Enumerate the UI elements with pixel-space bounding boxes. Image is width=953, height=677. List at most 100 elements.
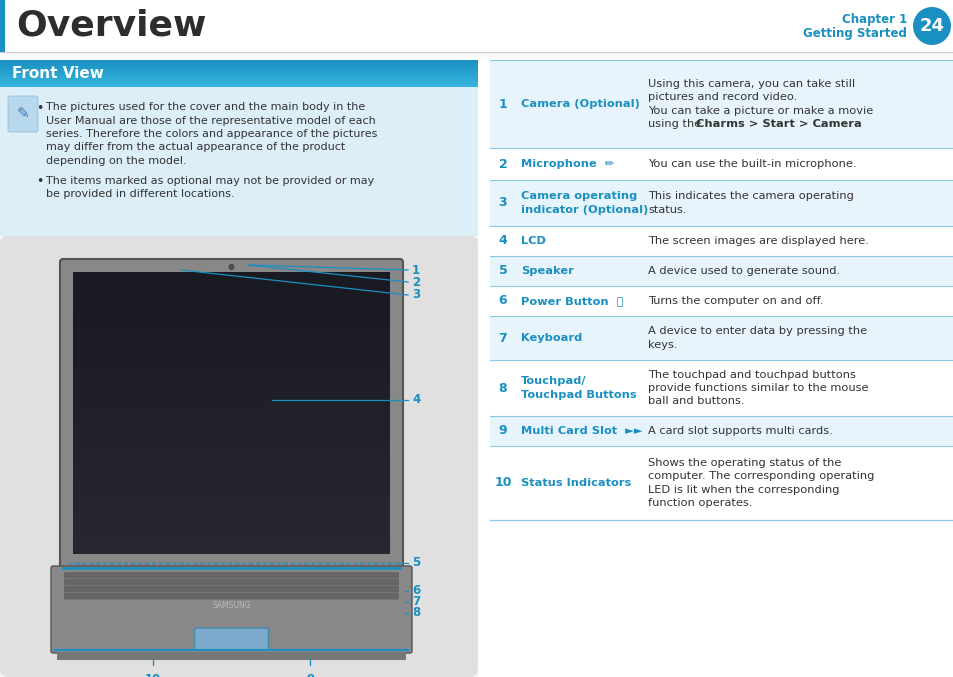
Bar (0, 58, 953, 59)
Text: function operates.: function operates. (647, 498, 752, 508)
Bar (73, 286, 390, 287)
Bar (73, 535, 390, 536)
Bar (73, 393, 390, 394)
Bar (73, 324, 390, 325)
Bar (73, 408, 390, 409)
Bar (73, 336, 390, 337)
Bar (73, 308, 390, 309)
Bar (73, 383, 390, 385)
Bar (73, 469, 390, 471)
Bar (73, 500, 390, 501)
Bar (73, 430, 390, 431)
Bar (73, 402, 390, 403)
FancyBboxPatch shape (51, 566, 412, 653)
Bar (73, 454, 390, 455)
Bar (73, 420, 390, 421)
Bar (73, 390, 390, 391)
Text: Using this camera, you can take still: Using this camera, you can take still (647, 79, 854, 89)
Bar (73, 451, 390, 452)
Text: A card slot supports multi cards.: A card slot supports multi cards. (647, 426, 832, 436)
Bar (73, 455, 390, 456)
Bar (0, 78, 477, 79)
Text: Turns the computer on and off.: Turns the computer on and off. (647, 296, 822, 306)
Text: computer. The corresponding operating: computer. The corresponding operating (647, 471, 874, 481)
Text: be provided in different locations.: be provided in different locations. (46, 189, 234, 199)
Bar (73, 466, 390, 467)
Bar (73, 397, 390, 398)
Bar (73, 350, 390, 351)
Bar (73, 296, 390, 297)
Text: User Manual are those of the representative model of each: User Manual are those of the representat… (46, 116, 375, 125)
Bar (73, 388, 390, 389)
Bar (73, 325, 390, 326)
Text: 2: 2 (412, 276, 419, 288)
Bar (490, 360, 953, 416)
Bar (73, 540, 390, 541)
Bar (73, 494, 390, 495)
Bar (73, 377, 390, 378)
Bar (73, 465, 390, 466)
Bar (73, 416, 390, 417)
Bar (73, 317, 390, 318)
Bar (73, 295, 390, 297)
Text: 1: 1 (498, 97, 507, 110)
Bar (73, 410, 390, 411)
Bar (73, 446, 390, 447)
Bar (73, 288, 390, 289)
Bar (73, 375, 390, 376)
Bar (73, 360, 390, 362)
Bar (73, 361, 390, 362)
Bar (0, 85, 477, 87)
Bar (73, 463, 390, 464)
Bar (0, 52, 953, 53)
Bar (73, 549, 390, 550)
Bar (73, 358, 390, 359)
Bar (73, 458, 390, 459)
Bar (0, 77, 477, 79)
Bar (73, 552, 390, 553)
Bar (73, 384, 390, 385)
Text: Shows the operating status of the: Shows the operating status of the (647, 458, 841, 468)
Bar (0, 57, 953, 58)
Bar (0, 72, 477, 74)
Text: 5: 5 (412, 556, 420, 569)
Bar (73, 346, 390, 347)
Bar (73, 442, 390, 443)
Bar (73, 422, 390, 423)
Bar (73, 339, 390, 341)
Text: The touchpad and touchpad buttons: The touchpad and touchpad buttons (647, 370, 855, 380)
Bar (73, 304, 390, 305)
Bar (73, 318, 390, 319)
Bar (73, 414, 390, 415)
Bar (73, 447, 390, 448)
Circle shape (229, 265, 233, 269)
Bar (0, 62, 477, 64)
Bar (73, 514, 390, 515)
Bar (73, 510, 390, 511)
Bar (73, 378, 390, 379)
Bar (73, 335, 390, 336)
Bar (0, 55, 953, 56)
Bar (73, 512, 390, 513)
Text: Status Indicators: Status Indicators (520, 478, 631, 488)
Bar (73, 449, 390, 450)
Bar (73, 423, 390, 424)
Bar (73, 345, 390, 346)
Bar (73, 425, 390, 427)
Bar (73, 436, 390, 437)
Bar (73, 506, 390, 507)
Bar (73, 334, 390, 335)
Bar (490, 316, 953, 360)
FancyBboxPatch shape (64, 572, 398, 579)
Bar (73, 495, 390, 496)
Bar (73, 434, 390, 435)
Text: Camera operating: Camera operating (520, 191, 637, 201)
Bar (73, 497, 390, 498)
Bar (73, 544, 390, 545)
Bar (0, 59, 953, 60)
FancyBboxPatch shape (194, 628, 268, 650)
Bar (73, 352, 390, 353)
Bar (0, 83, 477, 85)
Bar (73, 489, 390, 490)
Bar (73, 509, 390, 510)
